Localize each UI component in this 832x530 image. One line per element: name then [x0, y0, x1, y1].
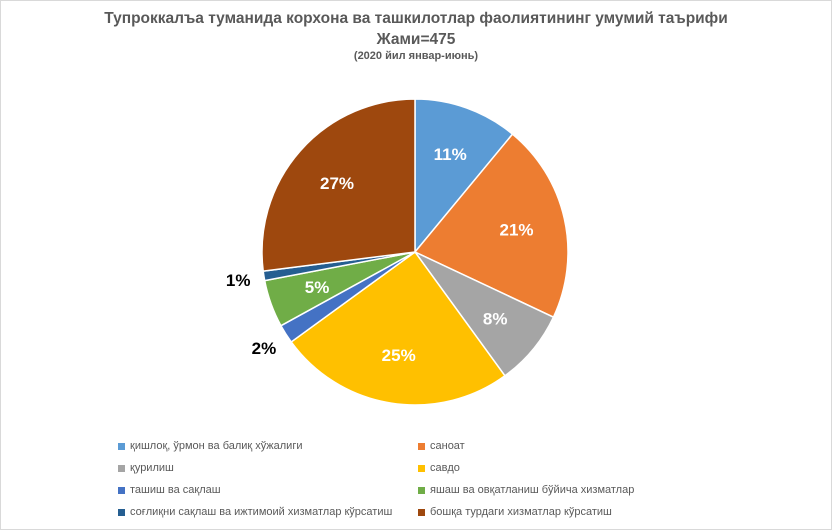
legend-item: саноат — [418, 440, 465, 452]
legend-label: саноат — [430, 440, 465, 452]
slice-data-label: 8% — [483, 309, 508, 328]
legend-swatch — [118, 486, 125, 494]
slice-data-label: 21% — [499, 220, 533, 239]
pie-slice — [413, 133, 569, 319]
legend-item: яшаш ва овқатланиш бўйича хизматлар — [418, 484, 634, 496]
legend-item: савдо — [418, 462, 460, 474]
legend-label: қишлоқ, ўрмон ва балиқ хўжалиги — [130, 440, 303, 452]
slice-data-label: 2% — [252, 339, 277, 358]
legend-item: соғлиқни сақлаш ва ижтимоий хизматлар кў… — [118, 506, 392, 518]
slice-data-label: 5% — [305, 278, 330, 297]
slice-data-label: 11% — [434, 145, 467, 164]
legend-label: бошқа турдаги хизматлар кўрсатиш — [430, 506, 612, 518]
chart-title-line1: Тупроккалъа туманида корхона ва ташкилот… — [104, 10, 728, 27]
legend-label: соғлиқни сақлаш ва ижтимоий хизматлар кў… — [130, 506, 393, 518]
chart-title-line2: Жами=475 — [376, 31, 456, 48]
legend-swatch — [418, 486, 425, 494]
legend-item: қишлоқ, ўрмон ва балиқ хўжалиги — [118, 440, 302, 452]
slice-data-label: 27% — [320, 174, 354, 193]
legend-label: яшаш ва овқатланиш бўйича хизматлар — [430, 484, 635, 496]
chart-title: Тупроккалъа туманида корхона ва ташкилот… — [0, 8, 832, 50]
slice-data-label: 25% — [382, 346, 416, 365]
legend-swatch — [118, 464, 125, 472]
legend-swatch — [418, 508, 425, 516]
pie-slice — [261, 98, 416, 273]
chart-subtitle: (2020 йил январ-июнь) — [353, 50, 479, 62]
slice-data-label: 1% — [226, 271, 251, 290]
legend-label: савдо — [430, 462, 460, 474]
legend-label: қурилиш — [130, 462, 174, 474]
legend-swatch — [118, 508, 125, 516]
legend-label: ташиш ва сақлаш — [130, 484, 221, 496]
legend-swatch — [418, 442, 425, 450]
legend-item: бошқа турдаги хизматлар кўрсатиш — [418, 506, 612, 518]
legend-item: ташиш ва сақлаш — [118, 484, 221, 496]
legend-swatch — [418, 464, 425, 472]
pie-slice — [290, 250, 506, 406]
pie-slice — [414, 98, 514, 255]
legend-item: қурилиш — [118, 462, 174, 474]
legend-swatch — [118, 442, 125, 450]
